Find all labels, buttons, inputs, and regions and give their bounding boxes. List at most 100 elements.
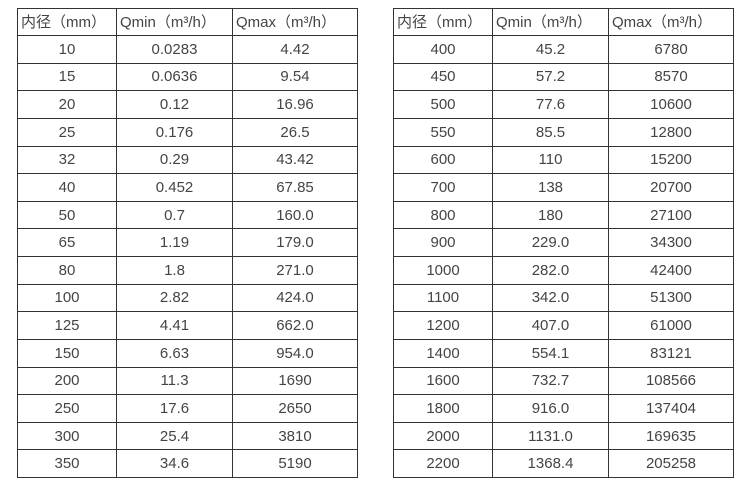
table-cell: 2200 xyxy=(393,449,493,478)
table-cell: 424.0 xyxy=(232,283,358,313)
table-row: 10 0.0283 4.42 xyxy=(17,35,358,64)
table-row: 450 57.2 8570 xyxy=(393,62,734,92)
table-cell: 43.42 xyxy=(232,145,358,175)
table-row: 1000 282.0 42400 xyxy=(393,256,734,285)
table-cell: 25 xyxy=(17,117,117,147)
table-body-right: 400 45.2 6780 450 57.2 8570 500 77.6 10600 550 85.… xyxy=(393,35,734,478)
table-cell: 700 xyxy=(393,173,493,202)
table-cell: 1368.4 xyxy=(492,449,609,478)
col-header-qmin: Qmin（m³/h） xyxy=(116,8,233,36)
table-cell: 51300 xyxy=(608,283,734,313)
table-cell: 400 xyxy=(393,35,493,64)
table-cell: 34.6 xyxy=(116,449,233,478)
table-cell: 61000 xyxy=(608,311,734,340)
table-cell: 50 xyxy=(17,200,117,230)
table-cell: 80 xyxy=(17,256,117,285)
table-row: 2000 1131.0 169635 xyxy=(393,421,734,451)
table-cell: 554.1 xyxy=(492,338,609,368)
table-row: 2200 1368.4 205258 xyxy=(393,449,734,478)
table-cell: 27100 xyxy=(608,200,734,230)
table-cell: 350 xyxy=(17,449,117,478)
table-cell: 65 xyxy=(17,228,117,257)
table-cell: 450 xyxy=(393,62,493,92)
table-cell: 200 xyxy=(17,366,117,396)
table-cell: 916.0 xyxy=(492,394,609,423)
table-cell: 125 xyxy=(17,311,117,340)
table-cell: 83121 xyxy=(608,338,734,368)
table-cell: 1200 xyxy=(393,311,493,340)
col-header-diameter: 内径（mm） xyxy=(17,8,117,36)
table-row: 300 25.4 3810 xyxy=(17,421,358,451)
table-cell: 160.0 xyxy=(232,200,358,230)
table-cell: 4.41 xyxy=(116,311,233,340)
table-cell: 4.42 xyxy=(232,35,358,64)
table-cell: 0.0636 xyxy=(116,62,233,92)
table-cell: 26.5 xyxy=(232,117,358,147)
table-cell: 10600 xyxy=(608,90,734,119)
header-row: 内径（mm） Qmin（m³/h） Qmax（m³/h） xyxy=(393,8,734,36)
table-cell: 0.29 xyxy=(116,145,233,175)
table-cell: 342.0 xyxy=(492,283,609,313)
col-header-diameter: 内径（mm） xyxy=(393,8,493,36)
table-cell: 6.63 xyxy=(116,338,233,368)
table-cell: 1400 xyxy=(393,338,493,368)
table-cell: 6780 xyxy=(608,35,734,64)
table-cell: 800 xyxy=(393,200,493,230)
table-cell: 42400 xyxy=(608,256,734,285)
table-cell: 25.4 xyxy=(116,421,233,451)
table-cell: 0.452 xyxy=(116,173,233,202)
table-cell: 45.2 xyxy=(492,35,609,64)
table-cell: 0.12 xyxy=(116,90,233,119)
table-row: 25 0.176 26.5 xyxy=(17,117,358,147)
table-cell: 85.5 xyxy=(492,117,609,147)
table-row: 1100 342.0 51300 xyxy=(393,283,734,313)
table-row: 50 0.7 160.0 xyxy=(17,200,358,230)
table-cell: 5190 xyxy=(232,449,358,478)
table-cell: 0.0283 xyxy=(116,35,233,64)
table-row: 250 17.6 2650 xyxy=(17,394,358,423)
table-cell: 1800 xyxy=(393,394,493,423)
table-cell: 2000 xyxy=(393,421,493,451)
table-cell: 407.0 xyxy=(492,311,609,340)
table-cell: 1600 xyxy=(393,366,493,396)
table-cell: 179.0 xyxy=(232,228,358,257)
table-cell: 137404 xyxy=(608,394,734,423)
table-cell: 67.85 xyxy=(232,173,358,202)
table-row: 65 1.19 179.0 xyxy=(17,228,358,257)
table-cell: 180 xyxy=(492,200,609,230)
table-cell: 550 xyxy=(393,117,493,147)
table-cell: 1690 xyxy=(232,366,358,396)
table-row: 1800 916.0 137404 xyxy=(393,394,734,423)
table-cell: 662.0 xyxy=(232,311,358,340)
table-row: 150 6.63 954.0 xyxy=(17,338,358,368)
table-row: 500 77.6 10600 xyxy=(393,90,734,119)
table-cell: 271.0 xyxy=(232,256,358,285)
spec-table-right: 内径（mm） Qmin（m³/h） Qmax（m³/h） 400 45.2 6780… xyxy=(393,8,734,478)
table-cell: 3810 xyxy=(232,421,358,451)
table-cell: 282.0 xyxy=(492,256,609,285)
table-cell: 32 xyxy=(17,145,117,175)
table-cell: 0.7 xyxy=(116,200,233,230)
table-row: 800 180 27100 xyxy=(393,200,734,230)
table-cell: 1131.0 xyxy=(492,421,609,451)
table-row: 400 45.2 6780 xyxy=(393,35,734,64)
table-cell: 12800 xyxy=(608,117,734,147)
table-cell: 10 xyxy=(17,35,117,64)
table-cell: 16.96 xyxy=(232,90,358,119)
table-row: 32 0.29 43.42 xyxy=(17,145,358,175)
table-row: 125 4.41 662.0 xyxy=(17,311,358,340)
table-cell: 900 xyxy=(393,228,493,257)
col-header-qmin: Qmin（m³/h） xyxy=(492,8,609,36)
table-cell: 229.0 xyxy=(492,228,609,257)
table-row: 200 11.3 1690 xyxy=(17,366,358,396)
table-row: 900 229.0 34300 xyxy=(393,228,734,257)
table-row: 550 85.5 12800 xyxy=(393,117,734,147)
table-cell: 40 xyxy=(17,173,117,202)
table-cell: 169635 xyxy=(608,421,734,451)
table-row: 20 0.12 16.96 xyxy=(17,90,358,119)
table-cell: 8570 xyxy=(608,62,734,92)
table-cell: 205258 xyxy=(608,449,734,478)
table-row: 40 0.452 67.85 xyxy=(17,173,358,202)
table-cell: 11.3 xyxy=(116,366,233,396)
